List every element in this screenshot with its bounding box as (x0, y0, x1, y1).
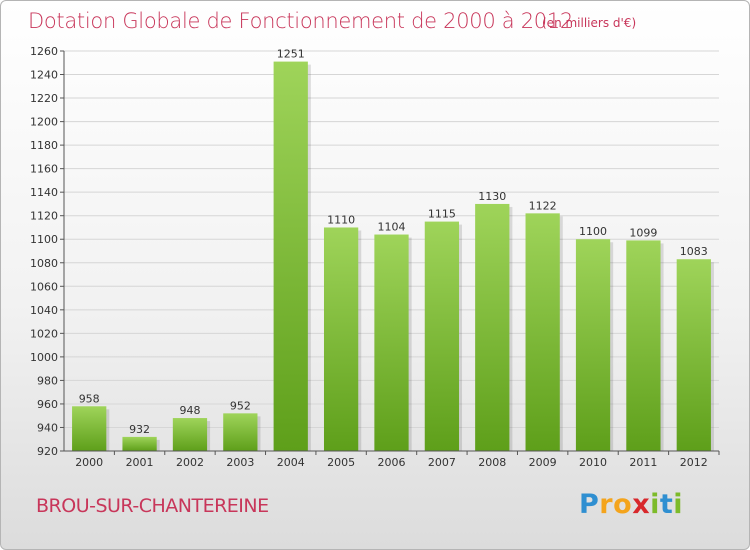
bar-value-label: 932 (129, 423, 150, 436)
logo-letter: t (659, 489, 674, 520)
y-tick-label: 920 (37, 445, 58, 458)
y-tick-label: 1220 (30, 92, 58, 105)
bar-value-label: 1110 (327, 213, 355, 226)
unit-note: (en milliers d'€) (542, 16, 637, 30)
y-tick-label: 1040 (30, 304, 58, 317)
bar-value-label: 1115 (428, 208, 456, 221)
bar-2008 (475, 203, 510, 451)
bar-value-label: 1251 (277, 48, 305, 61)
x-tick-label: 2005 (327, 456, 355, 469)
logo-letter: i (673, 489, 684, 520)
logo-letter: o (613, 489, 633, 520)
x-tick-label: 2002 (176, 456, 204, 469)
bar-2000 (72, 406, 107, 451)
bars: 958 932 948 952 1251 1110 1104 1115 1130 1122 1100… (72, 48, 714, 452)
y-tick-label: 1140 (30, 186, 58, 199)
y-tick-label: 1240 (30, 69, 58, 82)
bar-2003 (223, 413, 258, 451)
bar-value-label: 958 (79, 392, 100, 405)
bar-2007 (424, 221, 460, 451)
bar-value-label: 1122 (529, 199, 557, 212)
bar-2011 (626, 240, 661, 451)
logo-letter: r (599, 489, 614, 520)
x-tick-label: 2008 (478, 456, 506, 469)
x-tick-label: 2001 (126, 456, 154, 469)
bar-value-label: 952 (230, 399, 251, 412)
y-tick-label: 1100 (30, 233, 58, 246)
x-tick-label: 2000 (75, 456, 103, 469)
y-tick-label: 1080 (30, 257, 58, 270)
logo-letter: P (579, 489, 600, 520)
x-axis: 2000 2001 2002 2003 2004 2005 2006 2007 2008 2009… (64, 450, 720, 469)
bar-value-label: 1104 (378, 221, 406, 234)
bar-2006 (374, 234, 409, 451)
bar-2010 (575, 239, 611, 451)
y-tick-label: 1020 (30, 327, 58, 340)
y-axis: 920 940 960 980 1000 1020 1040 1060 1080 1100 1120… (30, 45, 65, 458)
x-tick-label: 2009 (529, 456, 557, 469)
proxiti-logo[interactable]: Proxiti (579, 489, 683, 520)
y-tick-label: 940 (37, 421, 58, 434)
chart-title: Dotation Globale de Fonctionnement de 20… (28, 9, 573, 33)
y-tick-label: 1200 (30, 116, 58, 129)
x-tick-label: 2007 (428, 456, 456, 469)
bar-2009 (525, 213, 560, 451)
bar-value-label: 1130 (478, 190, 506, 203)
y-tick-label: 1260 (30, 45, 58, 58)
bar-value-label: 948 (179, 404, 200, 417)
commune-name: BROU-SUR-CHANTEREINE (36, 495, 269, 517)
logo-letter: x (632, 489, 651, 520)
bar-value-label: 1100 (579, 225, 607, 238)
x-tick-label: 2011 (629, 456, 657, 469)
y-tick-label: 960 (37, 398, 58, 411)
y-tick-label: 1120 (30, 210, 58, 223)
x-tick-label: 2004 (277, 456, 305, 469)
y-tick-label: 1180 (30, 139, 58, 152)
bar-2002 (172, 418, 208, 451)
x-tick-label: 2006 (378, 456, 406, 469)
y-tick-label: 1060 (30, 280, 58, 293)
x-tick-label: 2003 (226, 456, 254, 469)
y-tick-label: 1160 (30, 163, 58, 176)
y-tick-label: 1000 (30, 351, 58, 364)
bar-2005 (323, 227, 359, 451)
bar-value-label: 1099 (629, 226, 657, 239)
y-tick-label: 980 (37, 374, 58, 387)
bar-value-label: 1083 (680, 245, 708, 258)
x-tick-label: 2012 (680, 456, 708, 469)
bar-2001 (122, 436, 157, 451)
x-tick-label: 2010 (579, 456, 607, 469)
logo-letter: i (650, 489, 660, 520)
bar-2004 (273, 61, 308, 452)
bar-2012 (676, 259, 711, 451)
